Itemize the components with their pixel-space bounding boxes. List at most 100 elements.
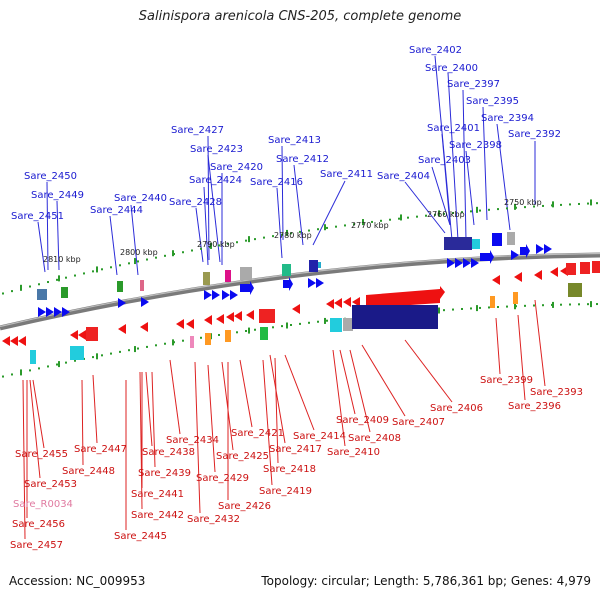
tick-dot <box>407 216 409 219</box>
tick-dot <box>74 359 76 362</box>
gene-label[interactable]: Sare_2442 <box>131 510 184 521</box>
gene-box <box>70 346 84 360</box>
leader-line <box>462 89 467 241</box>
leader-line <box>441 133 451 226</box>
gene-label[interactable]: Sare_2440 <box>114 193 167 204</box>
gene-label[interactable]: Sare_2428 <box>169 197 222 208</box>
gene-label[interactable]: Sare_2423 <box>190 144 243 155</box>
gene-label[interactable]: Sare_2420 <box>210 162 263 173</box>
gene-box <box>568 283 582 297</box>
tick-dot <box>65 361 67 364</box>
gene-label[interactable]: Sare_2439 <box>138 468 191 479</box>
tick-dot <box>506 207 508 210</box>
major-tick <box>590 301 592 308</box>
gene-label[interactable]: Sare_2418 <box>263 464 316 475</box>
tick-dot <box>497 208 499 211</box>
gene-label[interactable]: Sare_2419 <box>259 486 312 497</box>
gene-label[interactable]: Sare_2426 <box>218 501 271 512</box>
gene-label[interactable]: Sare_2408 <box>348 433 401 444</box>
gene-label[interactable]: Sare_2397 <box>447 79 500 90</box>
gene-label[interactable]: Sare_2445 <box>114 531 167 542</box>
leader-line <box>32 379 45 449</box>
rna-gene-label[interactable]: Sare_R0034 <box>13 499 73 510</box>
gene-label[interactable]: Sare_2393 <box>530 387 583 398</box>
tick-dot <box>254 238 256 241</box>
gene-label[interactable]: Sare_2453 <box>24 479 77 490</box>
tick-dot <box>92 270 94 273</box>
gene-label[interactable]: Sare_2409 <box>336 415 389 426</box>
gene-label[interactable]: Sare_2404 <box>377 171 430 182</box>
gene-label[interactable]: Sare_2395 <box>466 96 519 107</box>
reverse-gene-arrow <box>118 324 126 334</box>
gene-label[interactable]: Sare_2456 <box>12 519 65 530</box>
gene-label[interactable]: Sare_2406 <box>430 403 483 414</box>
tick-dot <box>272 326 274 329</box>
tick-dot <box>389 218 391 221</box>
gene-label[interactable]: Sare_2416 <box>250 177 303 188</box>
gene-label[interactable]: Sare_2413 <box>268 135 321 146</box>
gene-label[interactable]: Sare_2410 <box>327 447 380 458</box>
gene-label[interactable]: Sare_2448 <box>62 466 115 477</box>
gene-label[interactable]: Sare_2411 <box>320 169 373 180</box>
forward-gene-arrow <box>212 290 220 300</box>
gene-label[interactable]: Sare_2447 <box>74 444 127 455</box>
gene-label[interactable]: Sare_2403 <box>418 155 471 166</box>
gene-label[interactable]: Sare_2421 <box>231 428 284 439</box>
gene-label[interactable]: Sare_2427 <box>171 125 224 136</box>
reverse-gene-arrow <box>140 322 148 332</box>
major-tick <box>324 317 326 324</box>
tick-dot <box>524 304 526 307</box>
gene-label[interactable]: Sare_2434 <box>166 435 219 446</box>
tick-dot <box>29 285 31 288</box>
gene-box <box>566 263 576 275</box>
reverse-gene-arrow <box>216 314 224 324</box>
forward-labels: Sare_2402 Sare_2400 Sare_2397 Sare_2395 … <box>11 45 561 222</box>
leader-line <box>274 357 279 464</box>
gene-box <box>444 237 472 250</box>
gene-label[interactable]: Sare_2396 <box>508 401 561 412</box>
gene-label[interactable]: Sare_2432 <box>187 514 240 525</box>
gene-label[interactable]: Sare_2392 <box>508 129 561 140</box>
forward-gene-arrow <box>54 307 62 317</box>
gene-label[interactable]: Sare_2400 <box>425 63 478 74</box>
gene-label[interactable]: Sare_2455 <box>15 449 68 460</box>
gene-label[interactable]: Sare_2444 <box>90 205 143 216</box>
gene-label[interactable]: Sare_2438 <box>142 447 195 458</box>
gene-label[interactable]: Sare_2451 <box>11 211 64 222</box>
gene-label[interactable]: Sare_2424 <box>189 175 242 186</box>
gene-box <box>343 318 353 331</box>
gene-label[interactable]: Sare_2429 <box>196 473 249 484</box>
leader-line <box>203 186 209 266</box>
forward-gene-arrow <box>46 307 54 317</box>
forward-gene-arrow <box>447 258 455 268</box>
tick-dot <box>326 319 328 322</box>
gene-label[interactable]: Sare_2399 <box>480 375 533 386</box>
tick-dot <box>128 262 130 265</box>
gene-label[interactable]: Sare_2449 <box>31 190 84 201</box>
gene-label[interactable]: Sare_2407 <box>392 417 445 428</box>
leader-line <box>29 379 41 479</box>
gene-label[interactable]: Sare_2425 <box>216 451 269 462</box>
tick-dot <box>290 232 292 235</box>
tick-dot <box>137 347 139 350</box>
gene-label[interactable]: Sare_2402 <box>409 45 462 56</box>
tick-dot <box>353 223 355 226</box>
tick-dot <box>218 333 220 336</box>
gene-label[interactable]: Sare_2394 <box>481 113 534 124</box>
leader-line <box>46 181 49 271</box>
gene-label[interactable]: Sare_2398 <box>449 140 502 151</box>
gene-label[interactable]: Sare_2457 <box>10 540 63 551</box>
reverse-gene-arrow <box>78 330 86 340</box>
gene-label[interactable]: Sare_2401 <box>427 123 480 134</box>
leader-line <box>281 145 284 241</box>
scale-label: 2790 kbp <box>197 240 235 249</box>
gene-label[interactable]: Sare_2441 <box>131 489 184 500</box>
gene-label[interactable]: Sare_2414 <box>293 431 346 442</box>
scale-label: 2810 kbp <box>43 255 81 264</box>
gene-box <box>492 233 502 246</box>
gene-label[interactable]: Sare_2417 <box>269 444 322 455</box>
forward-gene-arrow <box>455 258 463 268</box>
gene-label[interactable]: Sare_2412 <box>276 154 329 165</box>
gene-label[interactable]: Sare_2450 <box>24 171 77 182</box>
scale-label: 2800 kbp <box>120 248 158 257</box>
